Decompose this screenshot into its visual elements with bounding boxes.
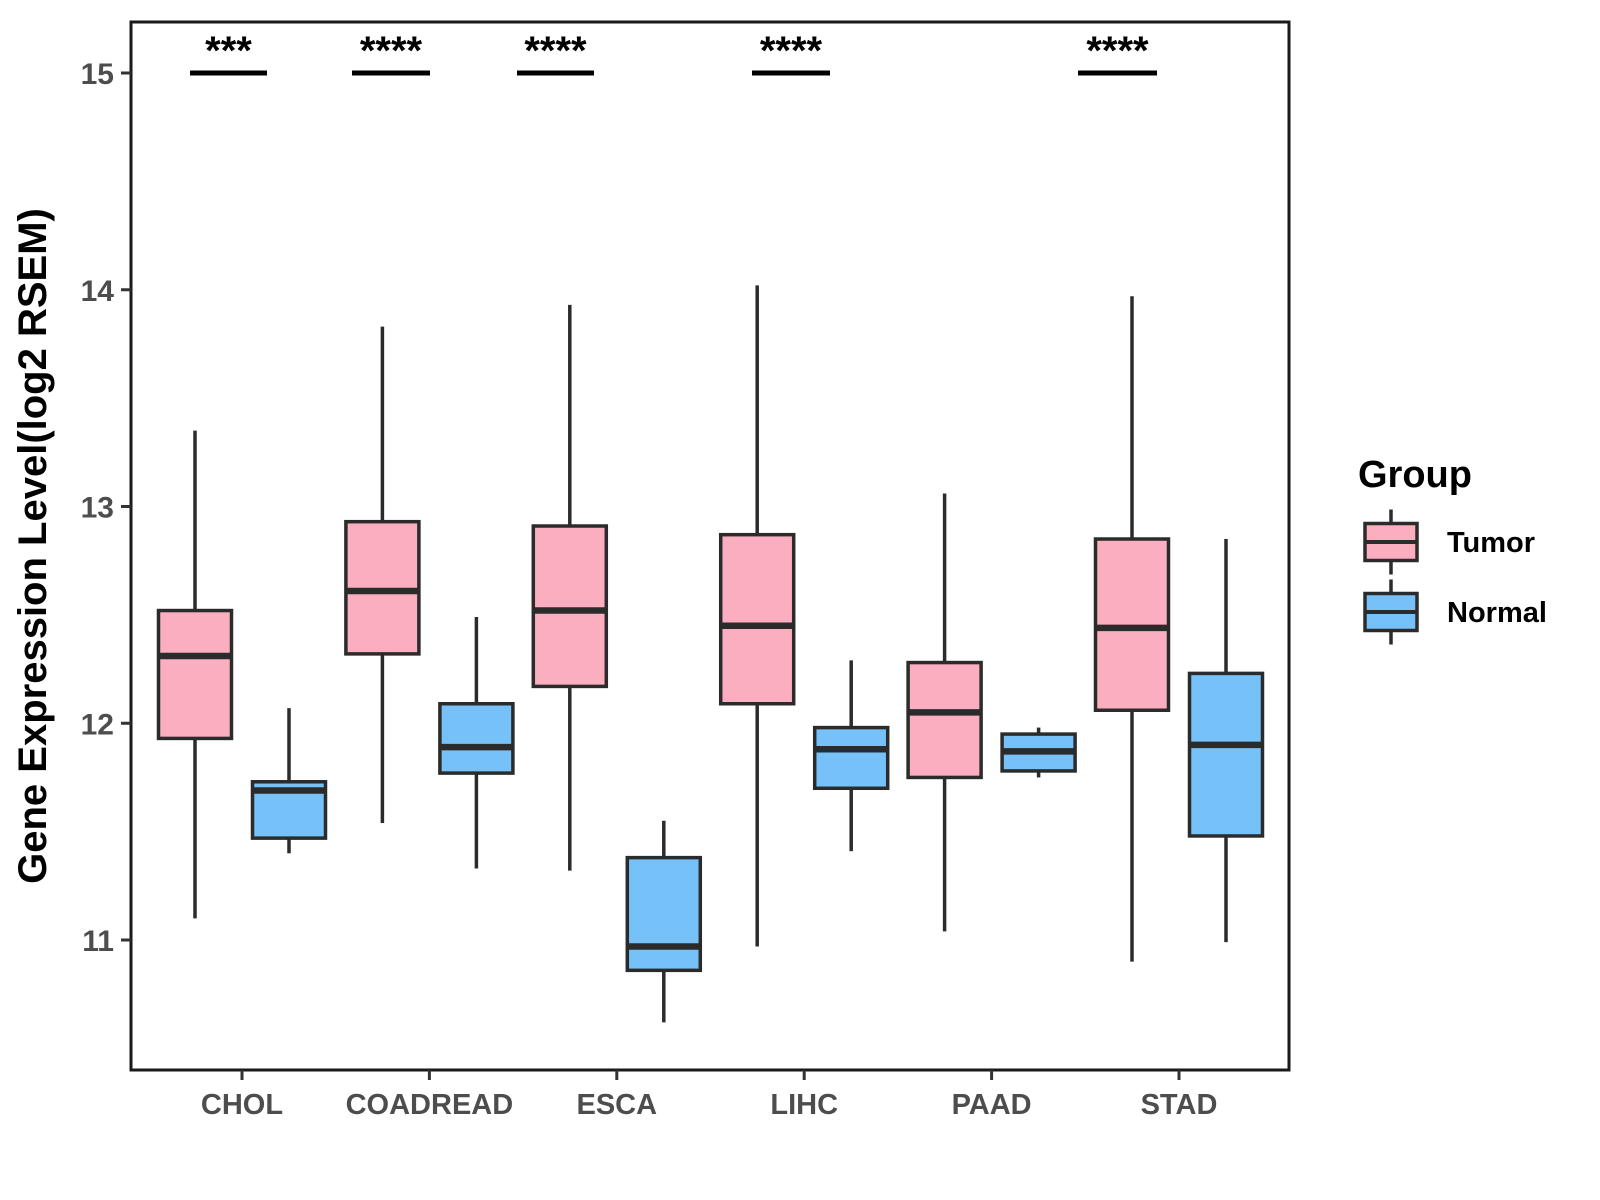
boxplot-COADREAD-tumor	[344, 326, 421, 823]
boxplot-LIHC-normal	[812, 660, 890, 852]
iqr-box-ESCA-normal	[625, 855, 703, 973]
significance-label-CHOL: ***	[205, 29, 252, 73]
iqr-box-COADREAD-tumor	[344, 519, 421, 656]
legend-label-tumor: Tumor	[1447, 527, 1535, 559]
y-tick-label-14: 14	[81, 275, 115, 308]
boxplot-ESCA-tumor	[531, 304, 609, 871]
boxplot-PAAD-normal	[1000, 727, 1077, 778]
iqr-box-STAD-normal	[1187, 671, 1265, 838]
x-tick-label-CHOL: CHOL	[201, 1089, 283, 1121]
x-tick-label-PAAD: PAAD	[952, 1089, 1032, 1121]
boxplot-STAD-normal	[1187, 539, 1265, 943]
iqr-box-ESCA-tumor	[531, 524, 609, 689]
x-tick-label-STAD: STAD	[1141, 1089, 1218, 1121]
boxplot-CHOL-tumor	[156, 430, 234, 919]
legend-key-tumor	[1363, 509, 1419, 575]
boxplot-COADREAD-normal	[438, 617, 515, 869]
y-tick-label-12: 12	[81, 708, 114, 741]
legend: Group Tumor Normal	[1358, 454, 1547, 645]
boxplot-LIHC-tumor	[718, 285, 796, 947]
legend-label-normal: Normal	[1447, 597, 1547, 629]
x-tick-label-ESCA: ESCA	[577, 1089, 658, 1121]
boxplot-STAD-tumor	[1093, 296, 1171, 962]
significance-label-STAD: ****	[1086, 29, 1149, 73]
legend-title: Group	[1358, 454, 1472, 496]
boxplot-PAAD-tumor	[906, 493, 983, 932]
significance-label-COADREAD: ****	[360, 29, 423, 73]
iqr-box-LIHC-tumor	[718, 532, 796, 706]
significance-label-ESCA: ****	[524, 29, 587, 73]
x-tick-label-COADREAD: COADREAD	[346, 1089, 514, 1121]
boxplot-ESCA-normal	[625, 820, 703, 1023]
y-tick-label-11: 11	[82, 925, 114, 958]
y-tick-label-15: 15	[81, 58, 114, 91]
iqr-box-LIHC-normal	[812, 725, 890, 791]
y-axis-title: Gene Expression Level(log2 RSEM)	[11, 208, 55, 884]
x-tick-label-LIHC: LIHC	[770, 1089, 838, 1121]
boxplot-CHOL-normal	[250, 708, 328, 854]
significance-label-LIHC: ****	[760, 29, 823, 73]
iqr-box-PAAD-tumor	[906, 660, 983, 780]
iqr-box-COADREAD-normal	[438, 701, 515, 775]
iqr-box-STAD-tumor	[1093, 537, 1171, 712]
iqr-box-CHOL-tumor	[156, 608, 234, 741]
plot-panel-border	[129, 20, 1291, 1072]
legend-key-normal	[1363, 579, 1419, 645]
y-tick-label-13: 13	[81, 492, 114, 525]
